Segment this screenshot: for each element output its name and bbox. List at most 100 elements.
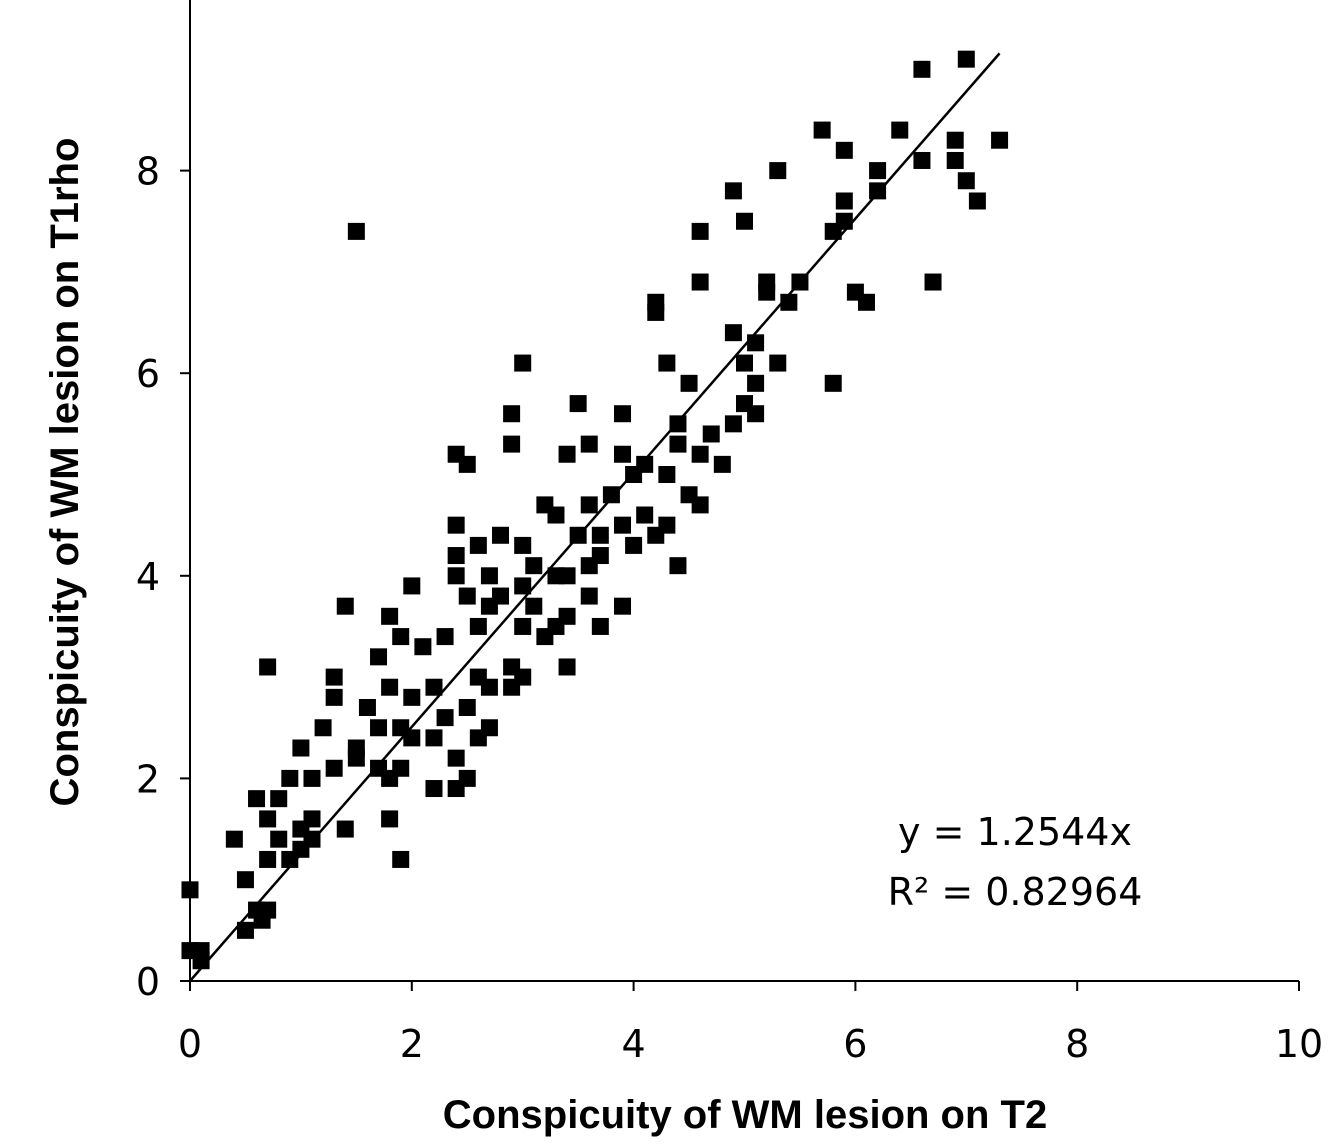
data-point xyxy=(414,638,432,656)
data-point xyxy=(647,293,665,311)
y-axis-title: Conspicuity of WM lesion on T1rho xyxy=(43,138,87,807)
data-point xyxy=(713,455,731,473)
data-point xyxy=(181,881,199,899)
x-ticks: 0 2 4 6 8 10 xyxy=(178,981,1323,1066)
data-point xyxy=(403,688,421,706)
data-point xyxy=(392,759,410,777)
data-point xyxy=(281,769,299,787)
x-tick-label: 6 xyxy=(843,1022,867,1066)
data-point xyxy=(614,516,632,534)
data-point xyxy=(558,607,576,625)
data-point xyxy=(259,850,277,868)
data-point xyxy=(236,921,254,939)
data-point xyxy=(469,617,487,635)
x-tick-label: 2 xyxy=(400,1022,424,1066)
y-ticks: 0 2 4 6 8 xyxy=(136,150,190,1004)
data-point xyxy=(835,212,853,230)
data-point xyxy=(492,526,510,544)
data-point xyxy=(824,374,842,392)
data-point xyxy=(270,790,288,808)
data-point xyxy=(580,496,598,514)
data-point xyxy=(636,455,654,473)
data-point xyxy=(591,617,609,635)
x-tick-label: 4 xyxy=(622,1022,646,1066)
data-point xyxy=(658,516,676,534)
data-point xyxy=(769,162,787,180)
data-point xyxy=(691,496,709,514)
data-point xyxy=(436,709,454,727)
trendline-r-squared: R² = 0.82964 xyxy=(888,870,1143,914)
data-point xyxy=(259,810,277,828)
data-point xyxy=(292,739,310,757)
data-point xyxy=(303,769,321,787)
data-point xyxy=(614,445,632,463)
data-point xyxy=(957,50,975,68)
data-point xyxy=(691,445,709,463)
data-point xyxy=(724,415,742,433)
data-point xyxy=(614,597,632,615)
data-point xyxy=(946,131,964,149)
data-point xyxy=(503,435,521,453)
data-point xyxy=(580,587,598,605)
data-point xyxy=(924,273,942,291)
data-point xyxy=(913,60,931,78)
x-axis-title: Conspicuity of WM lesion on T2 xyxy=(443,1093,1047,1137)
data-point xyxy=(236,871,254,889)
data-point xyxy=(514,536,532,554)
data-point xyxy=(547,506,565,524)
y-tick-label: 0 xyxy=(136,960,160,1004)
data-point xyxy=(469,536,487,554)
data-point xyxy=(558,445,576,463)
data-point xyxy=(702,425,720,443)
data-point xyxy=(381,810,399,828)
data-point xyxy=(358,698,376,716)
data-point xyxy=(580,435,598,453)
data-point xyxy=(480,719,498,737)
data-point xyxy=(625,536,643,554)
data-point xyxy=(381,607,399,625)
data-point xyxy=(869,162,887,180)
x-tick-label: 8 xyxy=(1065,1022,1089,1066)
data-point xyxy=(447,516,465,534)
data-point xyxy=(835,141,853,159)
data-point xyxy=(458,698,476,716)
data-point xyxy=(425,780,443,798)
data-point xyxy=(458,769,476,787)
data-point xyxy=(724,182,742,200)
data-point xyxy=(370,719,388,737)
data-points xyxy=(181,50,1009,970)
data-point xyxy=(835,192,853,210)
data-point xyxy=(658,354,676,372)
data-point xyxy=(248,790,266,808)
data-point xyxy=(325,759,343,777)
data-point xyxy=(325,668,343,686)
x-tick-label: 10 xyxy=(1275,1022,1323,1066)
data-point xyxy=(403,577,421,595)
data-point xyxy=(425,678,443,696)
data-point xyxy=(658,466,676,483)
data-point xyxy=(591,526,609,544)
data-point xyxy=(325,688,343,706)
data-point xyxy=(447,749,465,767)
trendline-equation: y = 1.2544x xyxy=(898,810,1132,854)
data-point xyxy=(525,557,543,575)
data-point xyxy=(514,354,532,372)
data-point xyxy=(370,648,388,666)
data-point xyxy=(314,719,332,737)
x-tick-label: 0 xyxy=(178,1022,202,1066)
data-point xyxy=(669,557,687,575)
data-point xyxy=(447,547,465,565)
data-point xyxy=(736,212,753,230)
data-point xyxy=(347,222,365,240)
data-point xyxy=(813,121,831,139)
data-point xyxy=(480,567,498,585)
data-point xyxy=(514,577,532,595)
data-point xyxy=(769,354,787,372)
data-point xyxy=(392,628,410,646)
data-point xyxy=(691,273,709,291)
data-point xyxy=(480,678,498,696)
data-point xyxy=(747,334,765,352)
data-point xyxy=(503,405,521,423)
axes xyxy=(189,0,1299,982)
data-point xyxy=(913,151,931,169)
